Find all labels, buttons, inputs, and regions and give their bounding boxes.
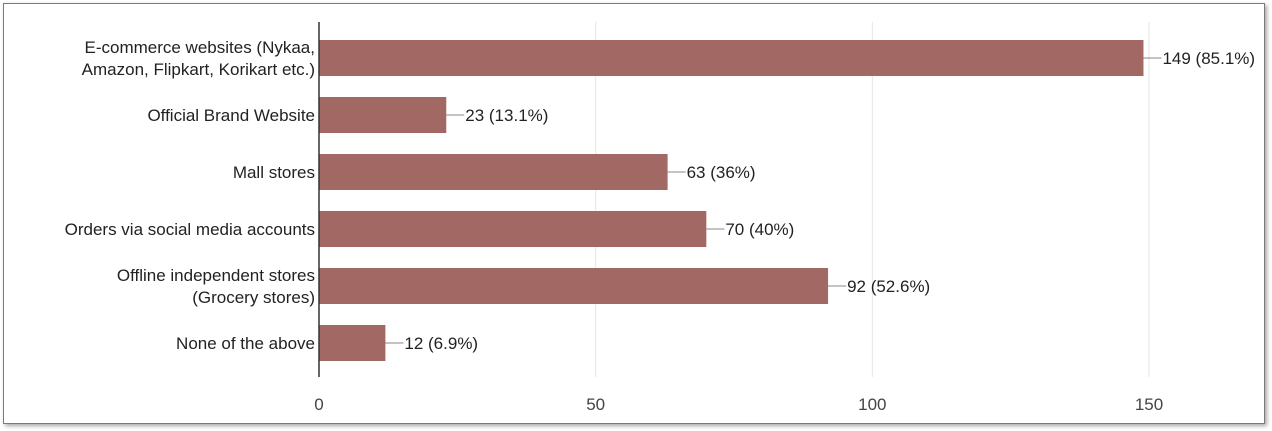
gridlines	[595, 22, 1150, 377]
bar	[319, 154, 668, 190]
x-tick-label: 0	[314, 395, 323, 414]
x-tick-label: 150	[1135, 395, 1163, 414]
x-tick-label: 100	[858, 395, 886, 414]
category-label: Official Brand Website	[147, 106, 315, 125]
category-label: Mall stores	[233, 163, 315, 182]
data-label: 70 (40%)	[725, 220, 794, 239]
bar	[319, 40, 1144, 76]
x-tick-label: 50	[586, 395, 605, 414]
bar-chart: 0 50 100 150 149 (85.1%) E-commerce websites …	[65, 22, 1255, 414]
bar	[319, 211, 707, 247]
category-label: None of the above	[176, 334, 315, 353]
bar	[319, 325, 386, 361]
category-label: E-commerce websites (Nykaa,	[84, 38, 315, 57]
category-label: (Grocery stores)	[192, 288, 315, 307]
category-label: Amazon, Flipkart, Korikart etc.)	[82, 60, 315, 79]
data-label: 92 (52.6%)	[847, 277, 930, 296]
chart-frame: 0 50 100 150 149 (85.1%) E-commerce websites …	[3, 3, 1265, 424]
data-label: 63 (36%)	[687, 163, 756, 182]
bar	[319, 97, 447, 133]
bar	[319, 268, 829, 304]
category-label: Offline independent stores	[117, 266, 315, 285]
category-label: Orders via social media accounts	[65, 220, 315, 239]
data-label: 23 (13.1%)	[465, 106, 548, 125]
data-label: 149 (85.1%)	[1162, 49, 1255, 68]
data-label: 12 (6.9%)	[404, 334, 478, 353]
bars	[319, 40, 1144, 361]
labels: 0 50 100 150 149 (85.1%) E-commerce websites …	[65, 38, 1255, 414]
